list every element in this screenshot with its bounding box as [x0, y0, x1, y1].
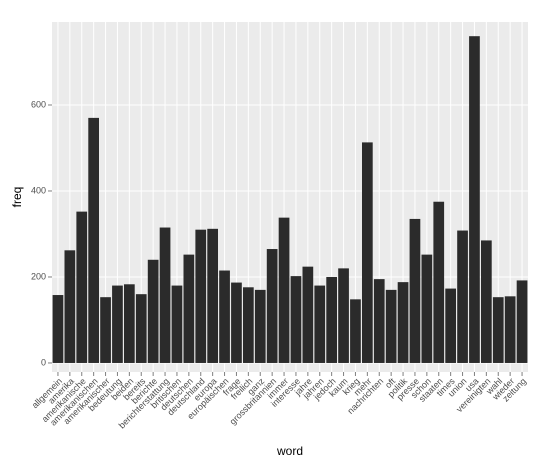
bar [254, 289, 266, 363]
bar [123, 284, 135, 363]
bar [397, 282, 409, 363]
bar [76, 211, 88, 363]
bar [219, 270, 230, 363]
bar [385, 289, 397, 363]
bar [350, 299, 361, 363]
bar [469, 36, 480, 363]
bar [171, 285, 183, 363]
bar [421, 254, 433, 363]
bar [159, 227, 171, 363]
y-tick-label: 0 [41, 357, 46, 367]
panel [52, 22, 528, 372]
y-axis-title: freq [10, 187, 24, 208]
bar [314, 285, 326, 363]
bar [338, 268, 349, 363]
bar [516, 280, 528, 363]
bar [64, 250, 76, 363]
bar [207, 228, 219, 363]
y-tick-label: 400 [31, 185, 46, 195]
bar [242, 287, 254, 363]
bar [504, 296, 516, 363]
bar [480, 240, 492, 363]
bar [409, 218, 421, 363]
y-tick-label: 200 [31, 271, 46, 281]
bar [326, 276, 338, 363]
bar [195, 229, 207, 363]
bar [278, 217, 290, 363]
bar [445, 288, 457, 363]
bar [302, 266, 314, 363]
bar [135, 294, 147, 363]
bar [361, 142, 373, 363]
bar [492, 297, 504, 363]
bar [266, 249, 278, 363]
bar [433, 201, 445, 363]
bar [88, 117, 100, 363]
y-tick-label: 600 [31, 99, 46, 109]
x-axis-title: word [276, 444, 303, 458]
bar [457, 230, 468, 363]
bar [231, 282, 242, 363]
bar [147, 259, 159, 363]
bar [52, 295, 64, 363]
bar [183, 254, 195, 363]
bar [100, 297, 111, 363]
bar [112, 285, 123, 363]
bar [290, 276, 302, 363]
bar [373, 279, 385, 363]
